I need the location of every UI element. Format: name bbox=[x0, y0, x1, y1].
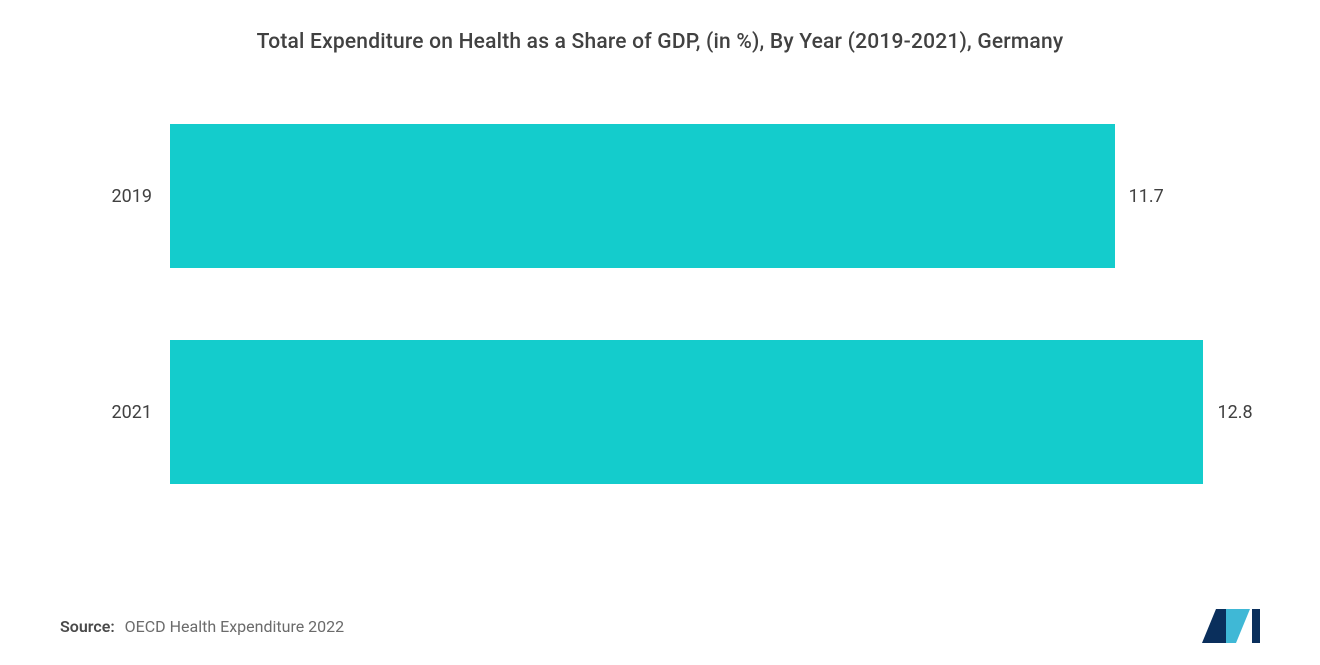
bar-row: 2021 12.8 bbox=[60, 340, 1260, 484]
bar-row: 2019 11.7 bbox=[60, 124, 1260, 268]
bar bbox=[170, 124, 1115, 268]
mordor-intelligence-logo-icon bbox=[1202, 609, 1260, 643]
bar-value-label: 11.7 bbox=[1129, 186, 1164, 207]
bar-category-label: 2021 bbox=[60, 402, 170, 423]
bar-track: 12.8 bbox=[170, 340, 1260, 484]
bars-area: 2019 11.7 2021 12.8 bbox=[60, 124, 1260, 484]
bar-category-label: 2019 bbox=[60, 186, 170, 207]
source-text: OECD Health Expenditure 2022 bbox=[125, 617, 345, 636]
chart-footer: Source: OECD Health Expenditure 2022 bbox=[60, 609, 1260, 643]
source-line: Source: OECD Health Expenditure 2022 bbox=[60, 617, 344, 636]
source-label: Source: bbox=[60, 617, 115, 636]
bar-track: 11.7 bbox=[170, 124, 1260, 268]
chart-container: Total Expenditure on Health as a Share o… bbox=[0, 0, 1320, 665]
bar bbox=[170, 340, 1203, 484]
bar-value-label: 12.8 bbox=[1217, 402, 1252, 423]
chart-title: Total Expenditure on Health as a Share o… bbox=[60, 30, 1260, 54]
